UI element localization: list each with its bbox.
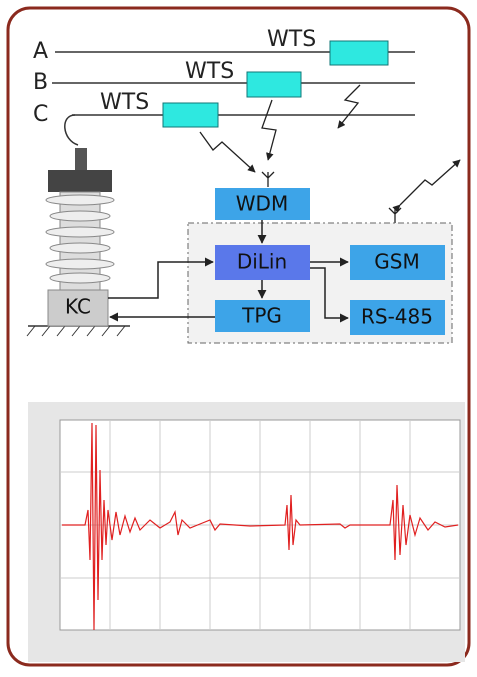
- node-box: [350, 245, 445, 280]
- sensor-label: WTS: [185, 59, 234, 84]
- sensors: [162, 40, 389, 128]
- hook: [64, 114, 79, 146]
- node-box: [215, 245, 310, 280]
- phase-label: A: [33, 39, 48, 64]
- node-box: [215, 300, 310, 332]
- node-label: WDM: [236, 192, 288, 216]
- node-box: [47, 289, 109, 327]
- node-label: GSM: [374, 250, 419, 274]
- node-box: [215, 188, 310, 220]
- insulator: [26, 148, 130, 337]
- sensor-label: WTS: [100, 90, 149, 115]
- phase-label: C: [33, 102, 48, 127]
- node-label: RS-485: [361, 305, 433, 329]
- sensor-label: WTS: [267, 27, 316, 52]
- phase-label: B: [33, 70, 48, 95]
- antenna: [261, 171, 275, 187]
- node-label: DiLin: [237, 250, 287, 274]
- node-label: TPG: [241, 304, 282, 328]
- node-label: KC: [65, 295, 91, 319]
- node-box: [350, 300, 445, 335]
- connectors: [108, 220, 349, 323]
- wireless-links: [199, 84, 461, 213]
- waveform: [62, 422, 459, 631]
